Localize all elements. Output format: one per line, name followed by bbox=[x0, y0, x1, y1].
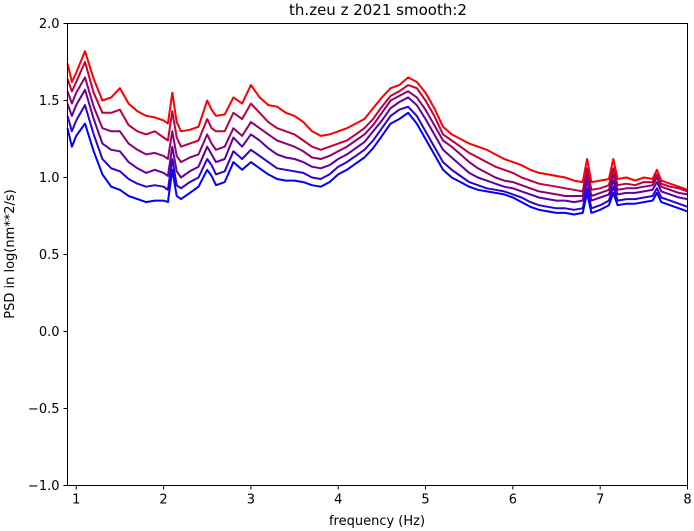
y-tick-label: 1.0 bbox=[39, 171, 60, 186]
y-tick-label: 0.5 bbox=[39, 248, 60, 263]
plot-frame bbox=[67, 23, 688, 486]
series-line-2 bbox=[66, 61, 688, 193]
y-axis: −1.0 −0.5 0.0 0.5 1.0 1.5 2.0 bbox=[28, 17, 68, 494]
x-tick-label: 5 bbox=[421, 493, 429, 508]
x-tick-label: 4 bbox=[334, 493, 342, 508]
x-axis-label: frequency (Hz) bbox=[329, 514, 425, 529]
series-layer bbox=[66, 50, 688, 216]
y-tick-label: −1.0 bbox=[28, 479, 60, 494]
y-axis-label: PSD in log(nm**2/s) bbox=[3, 189, 18, 319]
series-line-3 bbox=[66, 76, 688, 197]
y-tick-label: 0.0 bbox=[39, 325, 60, 340]
series-line-6 bbox=[66, 111, 688, 216]
series-line-4 bbox=[66, 88, 688, 204]
x-tick-label: 1 bbox=[72, 493, 80, 508]
y-tick-label: 1.5 bbox=[39, 94, 60, 109]
y-tick-label: −0.5 bbox=[28, 402, 60, 417]
x-tick-label: 6 bbox=[509, 493, 517, 508]
x-axis: 1 2 3 4 5 6 7 8 bbox=[72, 485, 692, 508]
series-line-1 bbox=[66, 50, 688, 191]
x-tick-label: 3 bbox=[247, 493, 255, 508]
y-tick-label: 2.0 bbox=[39, 17, 60, 32]
x-tick-label: 2 bbox=[159, 493, 167, 508]
x-tick-label: 7 bbox=[596, 493, 604, 508]
x-tick-label: 8 bbox=[683, 493, 691, 508]
chart-title: th.zeu z 2021 smooth:2 bbox=[289, 1, 467, 19]
